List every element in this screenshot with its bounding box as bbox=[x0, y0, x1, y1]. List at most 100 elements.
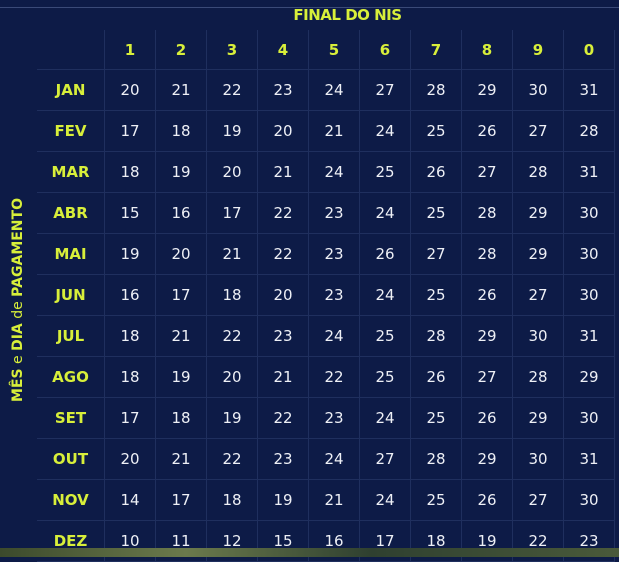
side-label-mes: MÊS bbox=[10, 368, 26, 402]
day-cell: 22 bbox=[257, 397, 309, 439]
day-cell: 27 bbox=[461, 151, 513, 193]
day-cell: 27 bbox=[359, 69, 411, 111]
side-label-de: de bbox=[10, 296, 26, 324]
month-label: JAN bbox=[37, 69, 105, 111]
month-label: NOV bbox=[37, 479, 105, 521]
side-label-pagamento: PAGAMENTO bbox=[10, 198, 26, 297]
day-cell: 27 bbox=[461, 356, 513, 398]
day-cell: 24 bbox=[308, 438, 360, 480]
day-cell: 25 bbox=[410, 192, 462, 234]
day-cell: 29 bbox=[461, 69, 513, 111]
payment-calendar-table: 1 2 3 4 5 6 7 8 9 0 JAN 20 21 22 23 24 27 28 29 30 31 FEV 17 18… bbox=[37, 30, 615, 562]
table-row: ABR 15 16 17 22 23 24 25 28 29 30 bbox=[37, 192, 615, 234]
day-cell: 25 bbox=[359, 356, 411, 398]
day-cell: 21 bbox=[308, 110, 360, 152]
day-cell: 20 bbox=[206, 356, 258, 398]
day-cell: 26 bbox=[410, 356, 462, 398]
day-cell: 24 bbox=[359, 192, 411, 234]
day-cell: 28 bbox=[410, 438, 462, 480]
day-cell: 27 bbox=[512, 479, 564, 521]
day-cell: 29 bbox=[461, 315, 513, 357]
table-row: MAI 19 20 21 22 23 26 27 28 29 30 bbox=[37, 233, 615, 275]
side-label-dia: DIA bbox=[10, 323, 26, 351]
day-cell: 30 bbox=[563, 274, 615, 316]
month-label: ABR bbox=[37, 192, 105, 234]
column-header: 6 bbox=[359, 30, 411, 70]
day-cell: 30 bbox=[563, 192, 615, 234]
day-cell: 23 bbox=[308, 192, 360, 234]
day-cell: 24 bbox=[308, 151, 360, 193]
day-cell: 20 bbox=[104, 438, 156, 480]
table-title: FINAL DO NIS bbox=[293, 6, 402, 24]
day-cell: 26 bbox=[461, 479, 513, 521]
column-header: 8 bbox=[461, 30, 513, 70]
day-cell: 21 bbox=[257, 356, 309, 398]
day-cell: 20 bbox=[155, 233, 207, 275]
day-cell: 19 bbox=[155, 151, 207, 193]
day-cell: 18 bbox=[104, 315, 156, 357]
day-cell: 30 bbox=[512, 315, 564, 357]
table-row: SET 17 18 19 22 23 24 25 26 29 30 bbox=[37, 397, 615, 439]
day-cell: 30 bbox=[512, 438, 564, 480]
month-label: JUN bbox=[37, 274, 105, 316]
day-cell: 30 bbox=[563, 397, 615, 439]
day-cell: 23 bbox=[308, 397, 360, 439]
column-header: 0 bbox=[563, 30, 615, 70]
day-cell: 29 bbox=[461, 438, 513, 480]
day-cell: 17 bbox=[155, 479, 207, 521]
day-cell: 23 bbox=[257, 438, 309, 480]
table-row: AGO 18 19 20 21 22 25 26 27 28 29 bbox=[37, 356, 615, 398]
day-cell: 26 bbox=[461, 397, 513, 439]
day-cell: 17 bbox=[155, 274, 207, 316]
day-cell: 28 bbox=[410, 69, 462, 111]
day-cell: 27 bbox=[512, 274, 564, 316]
table-row: DEZ 10 11 12 15 16 17 18 19 22 23 bbox=[37, 520, 615, 562]
day-cell: 26 bbox=[461, 110, 513, 152]
day-cell: 16 bbox=[104, 274, 156, 316]
table-row: JAN 20 21 22 23 24 27 28 29 30 31 bbox=[37, 69, 615, 111]
day-cell: 31 bbox=[563, 69, 615, 111]
day-cell: 29 bbox=[512, 397, 564, 439]
day-cell: 25 bbox=[410, 479, 462, 521]
day-cell: 21 bbox=[206, 233, 258, 275]
day-cell: 29 bbox=[512, 192, 564, 234]
day-cell: 24 bbox=[359, 274, 411, 316]
day-cell: 21 bbox=[155, 69, 207, 111]
day-cell: 20 bbox=[104, 69, 156, 111]
table-row: OUT 20 21 22 23 24 27 28 29 30 31 bbox=[37, 438, 615, 480]
day-cell: 21 bbox=[308, 479, 360, 521]
day-cell: 20 bbox=[206, 151, 258, 193]
side-label: MÊS e DIA de PAGAMENTO bbox=[10, 198, 26, 402]
day-cell: 19 bbox=[104, 233, 156, 275]
day-cell: 18 bbox=[155, 397, 207, 439]
day-cell: 28 bbox=[512, 356, 564, 398]
top-divider bbox=[0, 7, 619, 8]
day-cell: 25 bbox=[410, 397, 462, 439]
day-cell: 26 bbox=[461, 274, 513, 316]
day-cell: 29 bbox=[563, 356, 615, 398]
corner-cell bbox=[37, 30, 105, 70]
day-cell: 24 bbox=[359, 397, 411, 439]
day-cell: 20 bbox=[257, 274, 309, 316]
day-cell: 19 bbox=[257, 479, 309, 521]
table-row: MAR 18 19 20 21 24 25 26 27 28 31 bbox=[37, 151, 615, 193]
day-cell: 17 bbox=[104, 110, 156, 152]
day-cell: 25 bbox=[359, 315, 411, 357]
column-header: 1 bbox=[104, 30, 156, 70]
day-cell: 27 bbox=[410, 233, 462, 275]
day-cell: 18 bbox=[206, 479, 258, 521]
day-cell: 22 bbox=[308, 356, 360, 398]
day-cell: 22 bbox=[257, 233, 309, 275]
day-cell: 28 bbox=[410, 315, 462, 357]
month-label: FEV bbox=[37, 110, 105, 152]
table-row: FEV 17 18 19 20 21 24 25 26 27 28 bbox=[37, 110, 615, 152]
table-row: NOV 14 17 18 19 21 24 25 26 27 30 bbox=[37, 479, 615, 521]
day-cell: 23 bbox=[308, 233, 360, 275]
day-cell: 18 bbox=[206, 274, 258, 316]
day-cell: 16 bbox=[155, 192, 207, 234]
day-cell: 24 bbox=[359, 479, 411, 521]
month-label: MAI bbox=[37, 233, 105, 275]
month-label: MAR bbox=[37, 151, 105, 193]
day-cell: 25 bbox=[410, 110, 462, 152]
day-cell: 18 bbox=[155, 110, 207, 152]
